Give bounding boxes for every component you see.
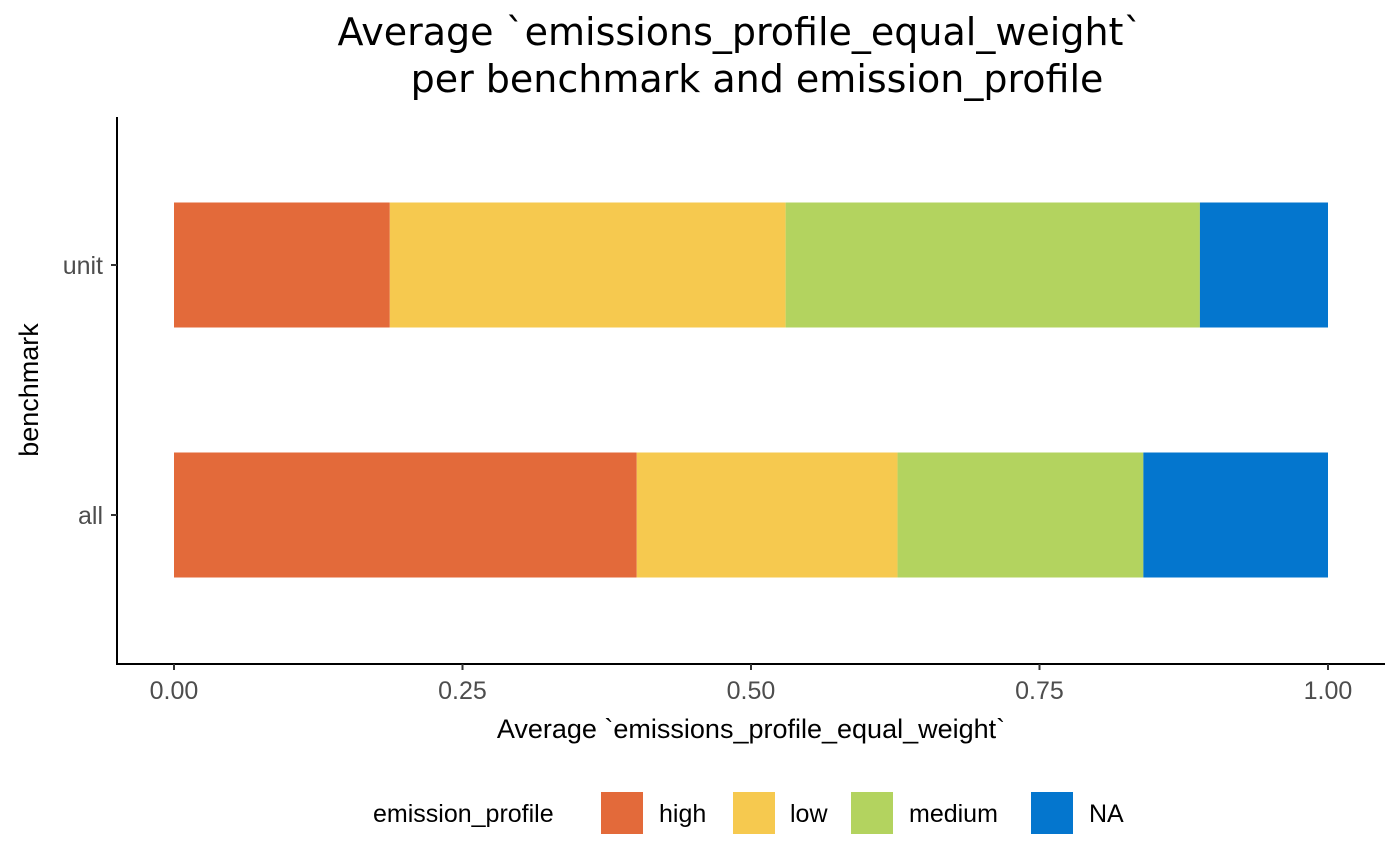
bar-all-na	[1143, 452, 1328, 578]
bar-unit-medium	[785, 202, 1200, 328]
legend-label-medium: medium	[909, 800, 998, 828]
legend-title: emission_profile	[373, 800, 554, 828]
bar-all-high	[174, 452, 637, 578]
x-tick-label-3: 0.75	[1015, 677, 1064, 705]
bar-unit-low	[389, 202, 786, 328]
x-axis-ticks: 0.00 0.25 0.50 0.75 1.00	[150, 664, 1353, 705]
chart-title: Average `emissions_profile_equal_weight`…	[338, 10, 1143, 101]
bar-unit-na	[1199, 202, 1328, 328]
chart-title-line-1: Average `emissions_profile_equal_weight`	[338, 10, 1143, 54]
bar-all-medium	[897, 452, 1144, 578]
x-tick-label-1: 0.25	[438, 677, 487, 705]
plot-area	[174, 202, 1328, 578]
x-tick-label-4: 1.00	[1304, 677, 1353, 705]
legend-key-medium	[851, 792, 893, 834]
legend-label-high: high	[659, 800, 706, 828]
y-tick-label-unit: unit	[63, 252, 103, 280]
legend: emission_profile high low medium NA	[373, 792, 1124, 834]
bar-unit-high	[174, 202, 390, 328]
y-axis-title: benchmark	[14, 323, 44, 457]
chart-title-line-2: per benchmark and emission_profile	[411, 57, 1104, 101]
x-tick-label-2: 0.50	[727, 677, 776, 705]
legend-key-na	[1031, 792, 1073, 834]
x-tick-label-0: 0.00	[150, 677, 199, 705]
bar-all-low	[636, 452, 898, 578]
y-tick-label-all: all	[78, 502, 103, 530]
legend-label-na: NA	[1089, 800, 1124, 828]
x-axis-title: Average `emissions_profile_equal_weight`	[497, 714, 1005, 744]
legend-key-high	[601, 792, 643, 834]
legend-key-low	[733, 792, 775, 834]
legend-label-low: low	[790, 800, 828, 828]
y-axis-ticks: unit all	[63, 252, 117, 530]
